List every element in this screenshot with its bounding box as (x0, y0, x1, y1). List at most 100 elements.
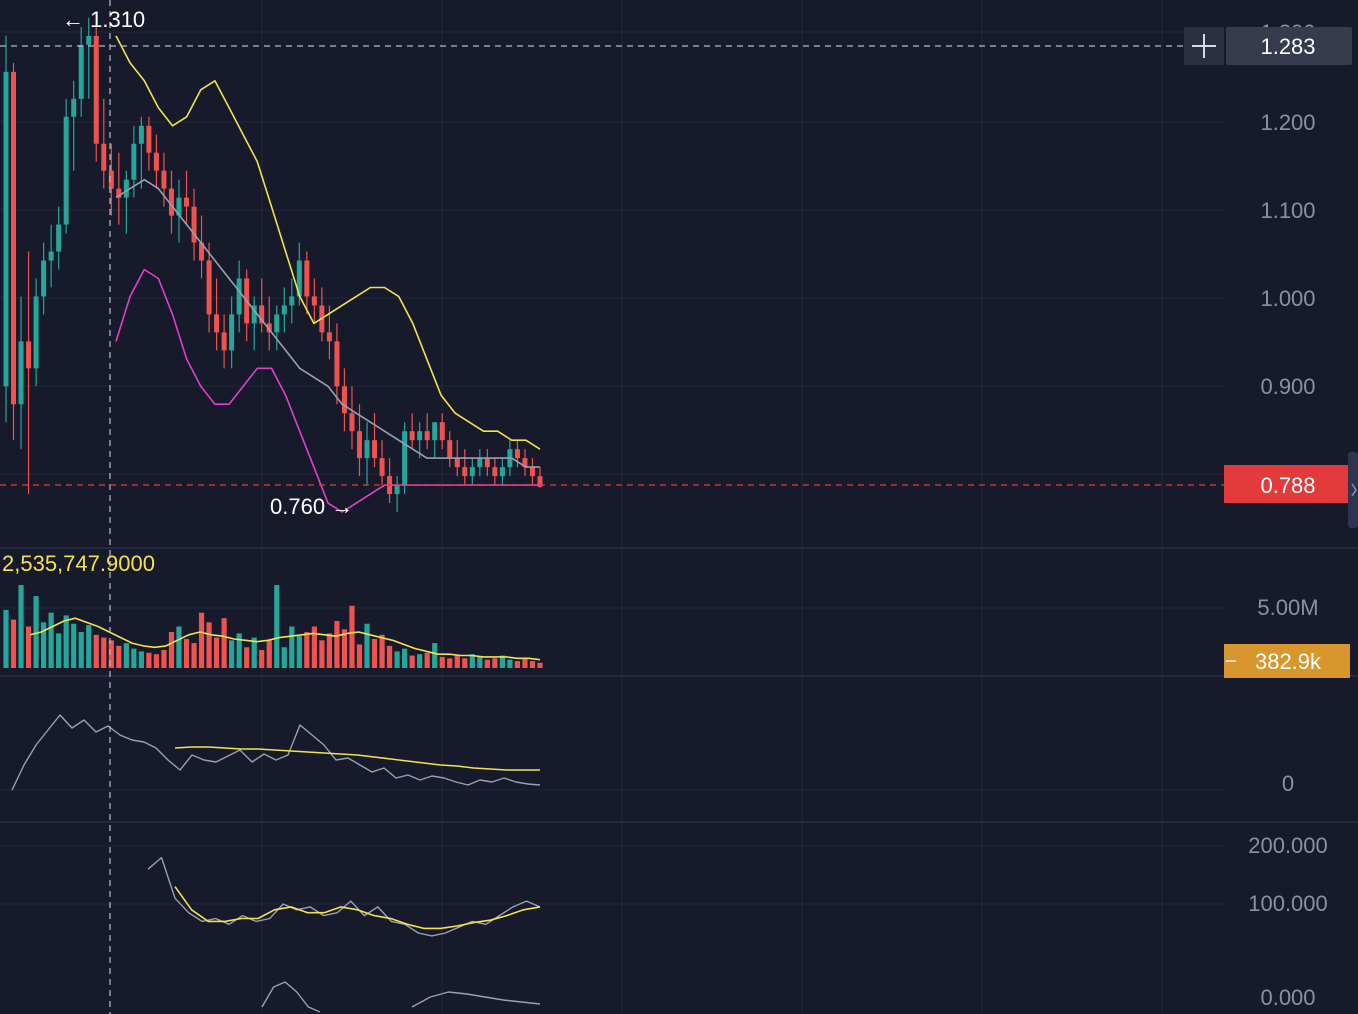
candle-body (176, 197, 182, 216)
candle-body (108, 170, 114, 189)
candle-body (266, 323, 272, 333)
volume-bar (229, 640, 235, 668)
volume-bar (341, 629, 348, 668)
volume-bar (101, 637, 107, 668)
candle-body (341, 386, 347, 414)
volume-bar (432, 643, 438, 668)
indicator-2-pane[interactable] (147, 856, 541, 1013)
indicator-2-axis-label: 100.000 (1248, 891, 1328, 916)
candle-body (63, 116, 69, 225)
candle-body (409, 431, 415, 441)
candle-body (514, 449, 520, 459)
indicator-1-oscillator-line (11, 714, 541, 791)
volume-readout: 2,535,747.9000 (2, 551, 155, 576)
candle-body (116, 188, 122, 198)
volume-bar (71, 623, 77, 668)
indicator-2-oscillator-line (147, 856, 541, 937)
price-axis-label: 1.200 (1260, 110, 1315, 135)
volume-bar (394, 651, 400, 668)
candle-body (153, 152, 159, 171)
volume-bar (33, 596, 39, 668)
candle-body (184, 197, 190, 207)
volume-bar (304, 632, 310, 668)
volume-tag-label: 382.9k (1255, 649, 1322, 674)
candle-body (364, 440, 370, 459)
indicator-2-signal-line (174, 886, 541, 930)
plus-icon[interactable] (1192, 34, 1216, 58)
volume-bar (537, 662, 543, 668)
volume-bar (484, 659, 490, 668)
volume-bar (86, 625, 92, 668)
price-axis-label: 1.000 (1260, 286, 1315, 311)
volume-bar (319, 640, 325, 668)
volume-bar (183, 638, 190, 668)
candle-body (432, 422, 438, 441)
chevron-right-icon[interactable] (1351, 483, 1357, 497)
candle-body (221, 332, 227, 351)
volume-bar (56, 633, 62, 668)
volume-bar (371, 638, 378, 668)
crosshair-price-label: 1.283 (1260, 34, 1315, 59)
volume-bar (25, 626, 32, 668)
volume-bar (462, 658, 468, 668)
candle-body (469, 467, 475, 477)
candle-body (41, 260, 47, 297)
volume-bar (356, 644, 363, 668)
volume-bar (236, 633, 242, 668)
overlay-lower-line (115, 268, 540, 513)
candle-body (199, 242, 205, 261)
candle-body (26, 341, 32, 369)
candle-body (131, 143, 137, 180)
candle-body (138, 125, 144, 144)
volume-bar (213, 637, 220, 668)
candle-body (161, 170, 167, 189)
price-axis-label: 1.100 (1260, 198, 1315, 223)
volume-bar (311, 626, 317, 668)
candle-body (334, 341, 340, 387)
volume-bar (18, 585, 24, 668)
volume-bar (78, 632, 84, 668)
volume-bar (131, 648, 137, 668)
candle-body (78, 44, 84, 99)
volume-bar (153, 654, 160, 668)
volume-bar (507, 659, 513, 668)
volume-bar (386, 645, 393, 668)
volume-bar (296, 636, 302, 668)
candle-body (417, 431, 423, 441)
price-axis-label: 0.900 (1260, 374, 1315, 399)
volume-bar (221, 618, 227, 668)
high-annotation: ← 1.310 (62, 7, 145, 32)
candle-body (499, 467, 505, 477)
candle-body (492, 467, 498, 477)
volume-bar (191, 643, 197, 668)
volume-bars (3, 585, 543, 668)
candle-body (439, 422, 445, 441)
volume-bar (499, 655, 505, 668)
price-overlays (115, 35, 541, 513)
volume-bar (259, 650, 265, 668)
volume-pane[interactable] (3, 585, 543, 668)
volume-bar (326, 633, 333, 668)
volume-bar (274, 585, 280, 668)
volume-bar (146, 652, 152, 668)
volume-bar (123, 643, 129, 668)
volume-bar (477, 656, 483, 668)
candle-body (349, 413, 355, 432)
volume-axis-label: 5.00M (1257, 595, 1318, 620)
volume-bar (514, 661, 521, 668)
candle-body (424, 431, 430, 441)
candle-body (56, 224, 62, 252)
price-axis[interactable]: 1.3001.2001.1001.0000.9000.8005.00M0200.… (1248, 20, 1328, 1010)
overlay-middle-line (115, 178, 540, 468)
volume-bar (454, 655, 460, 668)
candle-body (447, 440, 453, 459)
candle-body (372, 440, 378, 459)
indicator-1-pane[interactable] (11, 714, 541, 791)
volume-bar (41, 622, 47, 668)
scroll-right-handle[interactable] (1348, 452, 1358, 528)
candle-body (537, 476, 543, 487)
price-pane[interactable] (3, 17, 543, 513)
pane-separators (0, 547, 1358, 823)
